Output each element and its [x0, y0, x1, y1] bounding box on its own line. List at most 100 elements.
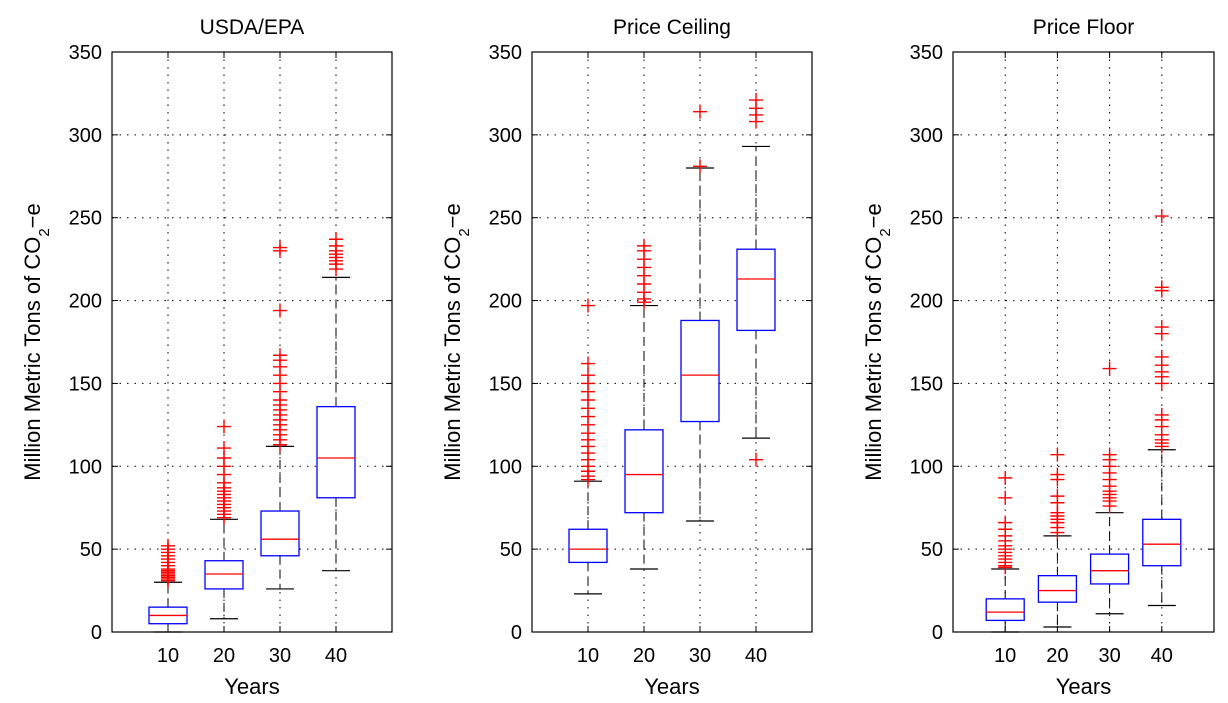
- outlier-marker: [1154, 209, 1169, 224]
- outlier-marker: [1154, 407, 1169, 422]
- x-axis-title: Years: [224, 674, 279, 698]
- x-tick-label: 20: [633, 645, 655, 667]
- box-group: [736, 93, 776, 467]
- x-axis-title: Years: [1056, 674, 1111, 698]
- outlier-marker: [1050, 467, 1065, 482]
- plot-frame: [111, 51, 393, 633]
- y-tick-label: 250: [489, 208, 522, 230]
- box-group: [1037, 447, 1078, 628]
- panel-title: Price Floor: [1033, 16, 1135, 39]
- x-tick-label: 30: [269, 645, 291, 667]
- x-tick-label: 10: [577, 645, 599, 667]
- panel-title: USDA/EPA: [200, 16, 305, 39]
- outlier-marker: [998, 470, 1013, 485]
- plot-frame: [952, 51, 1215, 633]
- box: [1037, 575, 1078, 603]
- outlier-marker: [1154, 280, 1169, 295]
- y-axis-title-text: Million Metric Tons of CO: [861, 237, 886, 481]
- x-tick-label: 40: [1151, 645, 1173, 667]
- outlier-marker: [273, 303, 287, 318]
- y-tick-label: 150: [489, 373, 522, 395]
- y-tick-label: 50: [500, 539, 522, 561]
- x-tick-label: 20: [1046, 645, 1068, 667]
- x-tick-label: 10: [157, 645, 179, 667]
- x-axis-title: Years: [644, 674, 699, 698]
- box-group: [316, 232, 356, 572]
- y-tick-label: 200: [489, 291, 522, 313]
- outlier-marker: [161, 538, 175, 553]
- outlier-marker: [273, 240, 287, 255]
- box-group: [260, 240, 300, 590]
- outlier-marker: [637, 238, 651, 253]
- outlier-marker: [217, 419, 231, 434]
- outlier-marker: [329, 232, 343, 247]
- y-tick-label: 0: [932, 622, 943, 644]
- y-tick-label: 200: [910, 291, 943, 313]
- plot-frame: [531, 51, 813, 633]
- outlier-marker: [749, 93, 763, 108]
- outlier-marker: [998, 515, 1013, 530]
- outlier-marker: [1154, 349, 1169, 364]
- x-tick-label: 40: [745, 645, 767, 667]
- box: [1142, 518, 1182, 567]
- outlier-marker: [693, 104, 707, 119]
- box: [316, 405, 356, 499]
- y-tick-label: 200: [69, 291, 102, 313]
- box: [204, 560, 244, 590]
- box: [624, 429, 664, 514]
- outlier-marker: [581, 298, 595, 313]
- outlier-marker: [749, 452, 763, 467]
- y-axis-title-text: Million Metric Tons of CO: [440, 237, 465, 481]
- box-group: [1142, 209, 1182, 607]
- y-axis-title: Million Metric Tons of CO2−e: [440, 203, 473, 481]
- y-tick-label: 150: [910, 373, 943, 395]
- y-axis-title-subscript: 2: [456, 228, 473, 236]
- y-axis-title-subscript: 2: [877, 228, 894, 236]
- y-tick-label: 300: [489, 125, 522, 147]
- outlier-marker: [217, 441, 231, 456]
- box: [260, 510, 300, 557]
- axes: 0 50 100 150 200 250 300 350 10 20 30 40: [910, 42, 1215, 667]
- panel-price-ceiling: 0 50 100 150 200 250 300 350 10 20 30 40 Price Ceil…: [440, 16, 813, 699]
- outlier-marker: [1154, 320, 1169, 335]
- x-tick-label: 30: [1098, 645, 1120, 667]
- y-axis-title: Million Metric Tons of CO2−e: [861, 203, 894, 481]
- box: [736, 248, 776, 332]
- x-tick-label: 10: [994, 645, 1016, 667]
- y-axis-title-text: Million Metric Tons of CO: [20, 237, 45, 481]
- box-group: [624, 238, 664, 570]
- box: [680, 319, 720, 423]
- x-tick-label: 30: [689, 645, 711, 667]
- y-tick-label: 350: [69, 42, 102, 64]
- outlier-marker: [998, 490, 1013, 505]
- box-group: [1089, 361, 1130, 615]
- box: [985, 598, 1025, 622]
- y-tick-label: 350: [910, 42, 943, 64]
- y-tick-label: 250: [910, 208, 943, 230]
- y-tick-label: 100: [489, 456, 522, 478]
- y-axis-title-subscript: 2: [36, 228, 53, 236]
- box-group: [680, 104, 720, 522]
- outlier-marker: [1102, 447, 1117, 462]
- y-tick-label: 250: [69, 208, 102, 230]
- y-tick-label: 300: [69, 125, 102, 147]
- box-group: [148, 538, 188, 633]
- outlier-marker: [1102, 361, 1117, 376]
- outlier-marker: [581, 356, 595, 371]
- x-tick-label: 40: [325, 645, 347, 667]
- axes: 0 50 100 150 200 250 300 350 10 20 30 40: [69, 42, 393, 667]
- y-tick-label: 350: [489, 42, 522, 64]
- y-axis-title: Million Metric Tons of CO2−e: [20, 203, 53, 481]
- box-group: [204, 419, 244, 620]
- axes: 0 50 100 150 200 250 300 350 10 20 30 40: [489, 42, 813, 667]
- box-group: [568, 298, 608, 595]
- box: [1089, 553, 1130, 585]
- y-tick-label: 300: [910, 125, 943, 147]
- y-tick-label: 100: [69, 456, 102, 478]
- box: [568, 528, 608, 564]
- box-group: [985, 470, 1025, 633]
- outlier-marker: [1050, 447, 1065, 462]
- outlier-marker: [1050, 489, 1065, 504]
- y-axis-title-suffix: −e: [20, 203, 45, 228]
